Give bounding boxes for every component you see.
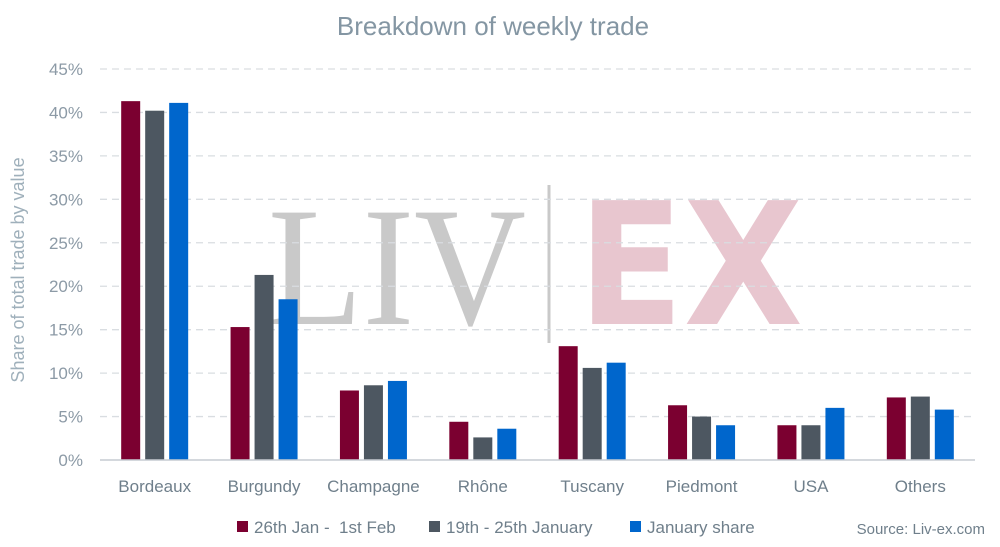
source-note: Source: Liv-ex.com bbox=[857, 521, 985, 538]
watermark-liv: LIV bbox=[268, 173, 526, 361]
x-category-label: Champagne bbox=[327, 477, 420, 496]
x-category-label: Burgundy bbox=[228, 477, 301, 496]
bar bbox=[449, 421, 469, 460]
x-axis-categories: Bordeaux Burgundy Champagne Rhône Tuscany Pie… bbox=[118, 477, 946, 496]
legend-label: January share bbox=[647, 518, 755, 537]
y-axis-label: Share of total trade by value bbox=[8, 157, 28, 382]
y-tick-label: 10% bbox=[49, 364, 83, 383]
bar bbox=[558, 346, 578, 460]
bar bbox=[886, 397, 906, 460]
liv-ex-watermark: LIV EX bbox=[268, 167, 803, 365]
bar bbox=[825, 407, 845, 460]
y-tick-label: 30% bbox=[49, 190, 83, 209]
legend: 26th Jan - 1st Feb 19th - 25th January Jan… bbox=[237, 518, 755, 537]
bar bbox=[606, 362, 626, 460]
y-tick-label: 35% bbox=[49, 147, 83, 166]
bar bbox=[497, 428, 517, 460]
x-category-label: Rhône bbox=[458, 477, 508, 496]
bar bbox=[121, 101, 141, 460]
legend-label: 19th - 25th January bbox=[446, 518, 593, 537]
x-category-label: USA bbox=[793, 477, 829, 496]
bar bbox=[801, 425, 821, 460]
y-tick-label: 15% bbox=[49, 321, 83, 340]
legend-swatch bbox=[630, 521, 641, 532]
x-category-label: Piedmont bbox=[666, 477, 738, 496]
chart-title: Breakdown of weekly trade bbox=[337, 11, 649, 41]
legend-label: 26th Jan - 1st Feb bbox=[254, 518, 396, 537]
bar bbox=[934, 409, 954, 460]
bar-series bbox=[121, 101, 954, 461]
y-tick-label: 0% bbox=[58, 451, 83, 470]
bar bbox=[716, 425, 736, 460]
bar bbox=[230, 327, 250, 460]
bar bbox=[387, 380, 407, 460]
bar bbox=[582, 367, 602, 460]
y-tick-label: 20% bbox=[49, 277, 83, 296]
x-category-label: Others bbox=[895, 477, 946, 496]
y-tick-label: 5% bbox=[58, 408, 83, 427]
bar bbox=[668, 405, 688, 460]
legend-swatch bbox=[237, 521, 248, 532]
bar bbox=[692, 416, 712, 460]
y-tick-label: 45% bbox=[49, 60, 83, 79]
watermark-ex: EX bbox=[578, 167, 803, 365]
x-category-label: Bordeaux bbox=[118, 477, 191, 496]
bar bbox=[278, 299, 298, 460]
bar bbox=[145, 110, 165, 460]
bar bbox=[910, 396, 930, 460]
bar bbox=[777, 425, 797, 460]
y-tick-label: 25% bbox=[49, 234, 83, 253]
bar bbox=[339, 390, 359, 460]
x-category-label: Tuscany bbox=[560, 477, 624, 496]
legend-swatch bbox=[429, 521, 440, 532]
bar bbox=[473, 437, 493, 460]
bar bbox=[254, 274, 274, 460]
bar bbox=[363, 385, 383, 460]
y-axis-ticks: 0% 5% 10% 15% 20% 25% 30% 35% 40% 45% bbox=[49, 60, 83, 470]
y-tick-label: 40% bbox=[49, 103, 83, 122]
bar bbox=[169, 102, 189, 461]
